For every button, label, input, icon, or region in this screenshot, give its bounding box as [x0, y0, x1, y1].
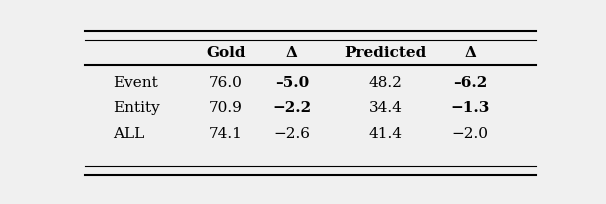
Text: Gold: Gold: [206, 46, 246, 60]
Text: 74.1: 74.1: [209, 128, 243, 141]
Text: ALL: ALL: [113, 128, 145, 141]
Text: 34.4: 34.4: [369, 101, 402, 115]
Text: −1.3: −1.3: [451, 101, 490, 115]
Text: −2.0: −2.0: [451, 128, 489, 141]
Text: 70.9: 70.9: [209, 101, 243, 115]
Text: –5.0: –5.0: [275, 76, 309, 90]
Text: Predicted: Predicted: [345, 46, 427, 60]
Text: Event: Event: [113, 76, 158, 90]
Text: −2.2: −2.2: [272, 101, 311, 115]
Text: Entity: Entity: [113, 101, 160, 115]
Text: 41.4: 41.4: [368, 128, 403, 141]
Text: 76.0: 76.0: [209, 76, 243, 90]
Text: Δ: Δ: [286, 46, 298, 60]
Text: Δ: Δ: [464, 46, 476, 60]
Text: 48.2: 48.2: [369, 76, 402, 90]
Text: –6.2: –6.2: [453, 76, 487, 90]
Text: −2.6: −2.6: [273, 128, 310, 141]
